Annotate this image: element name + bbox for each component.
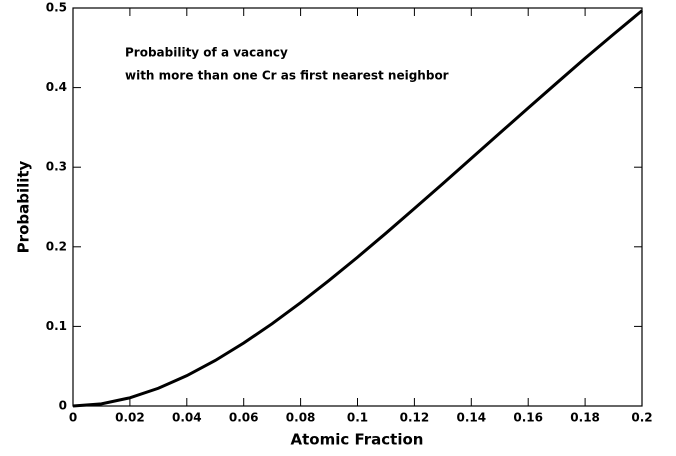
x-tick-label: 0.06 <box>229 411 259 425</box>
x-tick-label: 0 <box>69 411 77 425</box>
y-tick-label: 0.2 <box>46 239 67 253</box>
y-tick-label: 0.1 <box>46 319 67 333</box>
x-tick-label: 0.02 <box>115 411 145 425</box>
y-axis-title: Probability <box>15 160 33 253</box>
x-tick-label: 0.14 <box>456 411 486 425</box>
y-tick-label: 0.5 <box>46 1 67 15</box>
y-tick-label: 0.4 <box>46 80 67 94</box>
x-tick-label: 0.18 <box>570 411 600 425</box>
line-series <box>72 9 643 408</box>
y-tick-label: 0 <box>59 399 67 413</box>
y-tick-label: 0.3 <box>46 160 67 174</box>
x-tick-label: 0.12 <box>400 411 430 425</box>
x-tick-label: 0.1 <box>347 411 368 425</box>
annotation: with more than one Cr as first nearest n… <box>125 69 449 83</box>
annotation: Probability of a vacancy <box>125 46 288 60</box>
x-axis-title: Atomic Fraction <box>291 431 424 449</box>
x-tick-label: 0.16 <box>513 411 543 425</box>
x-tick-label: 0.04 <box>172 411 202 425</box>
x-tick-label: 0.08 <box>286 411 316 425</box>
x-tick-label: 0.2 <box>631 411 652 425</box>
